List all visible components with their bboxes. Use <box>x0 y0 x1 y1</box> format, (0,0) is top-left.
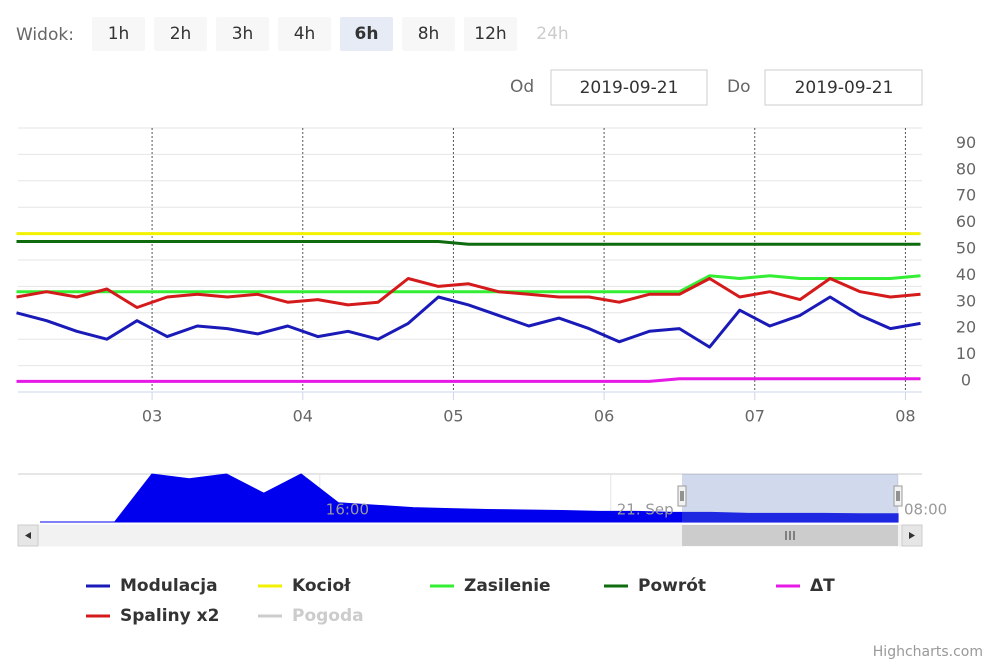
series-line <box>16 295 921 349</box>
y-tick-label: 0 <box>961 371 971 390</box>
range-button[interactable] <box>402 17 455 51</box>
x-tick-label: 08 <box>895 407 915 426</box>
series-line <box>16 277 921 309</box>
legend-label[interactable]: Kocioł <box>292 576 351 596</box>
range-button[interactable] <box>278 17 331 51</box>
y-tick-label: 70 <box>956 186 976 205</box>
arrow-right <box>909 532 915 539</box>
y-tick-label: 10 <box>956 344 976 363</box>
plot: 0 10 20 30 40 50 60 70 80 90 03 04 05 06 07 08 <box>16 127 976 426</box>
legend-label[interactable]: Zasilenie <box>464 576 551 596</box>
range-button-label[interactable]: 3h <box>232 24 254 44</box>
y-tick-label: 60 <box>956 212 976 231</box>
from-value[interactable]: 2019-09-21 <box>580 78 679 98</box>
arrow-left <box>25 532 31 539</box>
x-tick-label: 07 <box>745 407 765 426</box>
x-tick-label: 05 <box>443 407 463 426</box>
y-tick-label: 80 <box>956 159 976 178</box>
x-tick-label: 06 <box>594 407 614 426</box>
navigator-mask[interactable] <box>682 474 898 522</box>
range-button[interactable] <box>464 17 517 51</box>
to-input[interactable] <box>764 69 923 106</box>
navigator-tick-label: 16:00 <box>326 501 369 519</box>
credits[interactable]: Highcharts.com <box>873 644 983 660</box>
range-button-label[interactable]: 1h <box>108 24 130 44</box>
from-input[interactable] <box>550 69 708 106</box>
legend: Modulacja Kocioł Zasilenie Powrót ΔT Spaliny … <box>86 576 835 626</box>
y-tick-label: 20 <box>956 318 976 337</box>
navigator-handle[interactable] <box>677 485 687 507</box>
range-button[interactable] <box>92 17 145 51</box>
x-tick-label: 04 <box>293 407 313 426</box>
y-tick-label: 90 <box>956 133 976 152</box>
to-value[interactable]: 2019-09-21 <box>795 78 894 98</box>
series-line <box>16 377 921 383</box>
navigator-area <box>40 473 899 523</box>
range-button-label[interactable]: 12h <box>474 24 506 44</box>
to-label: Do <box>727 77 751 97</box>
range-buttons: 1h 2h 3h 4h 6h 8h 12h 24h <box>92 17 579 51</box>
range-button-label: 24h <box>536 24 568 44</box>
legend-label[interactable]: ΔT <box>810 576 835 596</box>
legend-label[interactable]: Powrót <box>638 576 706 596</box>
from-label: Od <box>510 77 534 97</box>
range-button-label[interactable]: 8h <box>418 24 440 44</box>
series-line <box>16 240 921 246</box>
navigator-handle[interactable] <box>893 485 903 507</box>
navigator-tick-label: 21. Sep <box>617 501 674 519</box>
range-label: Widok: <box>16 25 74 45</box>
legend-label[interactable]: Modulacja <box>120 576 218 596</box>
legend-label[interactable]: Pogoda <box>292 606 364 626</box>
y-tick-label: 40 <box>956 265 976 284</box>
x-tick-label: 03 <box>142 407 162 426</box>
range-button[interactable] <box>154 17 207 51</box>
range-button-label[interactable]: 4h <box>294 24 316 44</box>
range-button[interactable] <box>216 17 269 51</box>
y-tick-label: 30 <box>956 291 976 310</box>
range-button <box>526 17 579 51</box>
range-button[interactable] <box>340 17 393 51</box>
y-tick-label: 50 <box>956 239 976 258</box>
navigator-tick-label: 08:00 <box>904 501 947 519</box>
range-button-label[interactable]: 6h <box>355 24 379 44</box>
series-line <box>16 274 921 294</box>
navigator: 16:00 21. Sep 08:00 <box>17 473 947 547</box>
range-button-label[interactable]: 2h <box>170 24 192 44</box>
legend-label[interactable]: Spaliny x2 <box>120 606 219 626</box>
